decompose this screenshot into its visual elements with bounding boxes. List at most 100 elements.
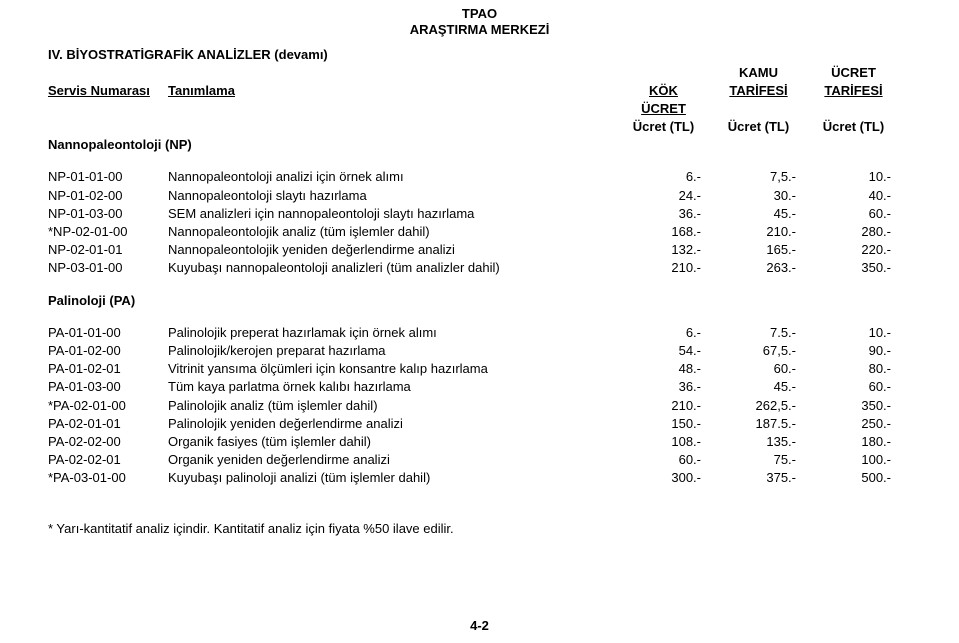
col-head-unit-1: Ücret (TL) bbox=[626, 118, 721, 136]
cell-public-tariff: 67,5.- bbox=[721, 342, 816, 360]
table-row: NP-01-03-00SEM analizleri için nannopale… bbox=[48, 205, 911, 223]
cell-desc: Vitrinit yansıma ölçümleri için konsantr… bbox=[168, 360, 626, 378]
cell-code: PA-02-02-00 bbox=[48, 433, 168, 451]
cell-desc: Palinolojik analiz (tüm işlemler dahil) bbox=[168, 397, 626, 415]
group-title: Palinoloji (PA) bbox=[48, 278, 135, 324]
cell-price-tariff: 80.- bbox=[816, 360, 911, 378]
table-row: PA-02-02-00Organik fasiyes (tüm işlemler… bbox=[48, 433, 911, 451]
cell-price-tariff: 350.- bbox=[816, 259, 911, 277]
cell-price-tariff: 10.- bbox=[816, 324, 911, 342]
cell-root-price: 36.- bbox=[626, 205, 721, 223]
company-subtitle: ARAŞTIRMA MERKEZİ bbox=[48, 22, 911, 38]
cell-public-tariff: 45.- bbox=[721, 205, 816, 223]
cell-price-tariff: 250.- bbox=[816, 415, 911, 433]
col-head-unit-2: Ücret (TL) bbox=[721, 118, 816, 136]
cell-code: PA-01-02-00 bbox=[48, 342, 168, 360]
column-header-row-3: Ücret (TL) Ücret (TL) Ücret (TL) bbox=[48, 118, 911, 136]
col-head-service: Servis Numarası bbox=[48, 82, 168, 118]
table-body: Nannopaleontoloji (NP)NP-01-01-00Nannopa… bbox=[48, 136, 911, 487]
table-row: NP-03-01-00Kuyubaşı nannopaleontoloji an… bbox=[48, 259, 911, 277]
cell-public-tariff: 262,5.- bbox=[721, 397, 816, 415]
cell-code: PA-02-01-01 bbox=[48, 415, 168, 433]
cell-public-tariff: 30.- bbox=[721, 187, 816, 205]
cell-desc: Palinolojik preperat hazırlamak için örn… bbox=[168, 324, 626, 342]
cell-code: NP-03-01-00 bbox=[48, 259, 168, 277]
cell-public-tariff: 263.- bbox=[721, 259, 816, 277]
cell-root-price: 48.- bbox=[626, 360, 721, 378]
cell-price-tariff: 60.- bbox=[816, 205, 911, 223]
cell-price-tariff: 60.- bbox=[816, 378, 911, 396]
cell-public-tariff: 7,5.- bbox=[721, 168, 816, 186]
cell-desc: SEM analizleri için nannopaleontoloji sl… bbox=[168, 205, 626, 223]
cell-root-price: 54.- bbox=[626, 342, 721, 360]
col-head-public-bottom: TARİFESİ bbox=[721, 82, 816, 118]
cell-code: PA-02-02-01 bbox=[48, 451, 168, 469]
cell-root-price: 300.- bbox=[626, 469, 721, 487]
footnote: * Yarı-kantitatif analiz içindir. Kantit… bbox=[48, 521, 911, 536]
cell-root-price: 210.- bbox=[626, 397, 721, 415]
section-heading: IV. BİYOSTRATİGRAFİK ANALİZLER (devamı) bbox=[48, 47, 911, 62]
col-head-root-top bbox=[626, 64, 721, 82]
cell-code: PA-01-01-00 bbox=[48, 324, 168, 342]
page-number: 4-2 bbox=[0, 618, 959, 633]
cell-price-tariff: 40.- bbox=[816, 187, 911, 205]
table-row: *NP-02-01-00Nannopaleontolojik analiz (t… bbox=[48, 223, 911, 241]
column-header-row-1: KAMU ÜCRET bbox=[48, 64, 911, 82]
cell-public-tariff: 210.- bbox=[721, 223, 816, 241]
cell-desc: Kuyubaşı nannopaleontoloji analizleri (t… bbox=[168, 259, 626, 277]
cell-desc: Kuyubaşı palinoloji analizi (tüm işlemle… bbox=[168, 469, 626, 487]
cell-root-price: 132.- bbox=[626, 241, 721, 259]
cell-public-tariff: 7.5.- bbox=[721, 324, 816, 342]
table-row: *PA-02-01-00Palinolojik analiz (tüm işle… bbox=[48, 397, 911, 415]
col-head-definition: Tanımlama bbox=[168, 82, 245, 118]
cell-root-price: 108.- bbox=[626, 433, 721, 451]
cell-root-price: 6.- bbox=[626, 324, 721, 342]
cell-code: PA-01-03-00 bbox=[48, 378, 168, 396]
table-row: PA-02-02-01Organik yeniden değerlendirme… bbox=[48, 451, 911, 469]
col-head-price-top: ÜCRET bbox=[816, 64, 911, 82]
col-head-price-bottom: TARİFESİ bbox=[816, 82, 911, 118]
table-row: NP-01-02-00Nannopaleontoloji slaytı hazı… bbox=[48, 187, 911, 205]
cell-root-price: 210.- bbox=[626, 259, 721, 277]
cell-public-tariff: 135.- bbox=[721, 433, 816, 451]
cell-code: *PA-03-01-00 bbox=[48, 469, 168, 487]
cell-root-price: 6.- bbox=[626, 168, 721, 186]
cell-root-price: 168.- bbox=[626, 223, 721, 241]
cell-code: NP-01-02-00 bbox=[48, 187, 168, 205]
table-row: PA-01-02-00Palinolojik/kerojen preparat … bbox=[48, 342, 911, 360]
page-container: TPAO ARAŞTIRMA MERKEZİ IV. BİYOSTRATİGRA… bbox=[0, 0, 959, 643]
table-row: *PA-03-01-00Kuyubaşı palinoloji analizi … bbox=[48, 469, 911, 487]
cell-desc: Organik fasiyes (tüm işlemler dahil) bbox=[168, 433, 626, 451]
cell-desc: Nannopaleontoloji slaytı hazırlama bbox=[168, 187, 626, 205]
cell-root-price: 60.- bbox=[626, 451, 721, 469]
cell-root-price: 24.- bbox=[626, 187, 721, 205]
cell-desc: Organik yeniden değerlendirme analizi bbox=[168, 451, 626, 469]
col-head-root: KÖK ÜCRET bbox=[626, 82, 721, 118]
table-row: NP-02-01-01Nannopaleontolojik yeniden de… bbox=[48, 241, 911, 259]
cell-desc: Nannopaleontoloji analizi için örnek alı… bbox=[168, 168, 626, 186]
table-row: PA-01-01-00Palinolojik preperat hazırlam… bbox=[48, 324, 911, 342]
cell-price-tariff: 500.- bbox=[816, 469, 911, 487]
cell-public-tariff: 45.- bbox=[721, 378, 816, 396]
cell-root-price: 36.- bbox=[626, 378, 721, 396]
cell-code: NP-02-01-01 bbox=[48, 241, 168, 259]
table-row: PA-02-01-01Palinolojik yeniden değerlend… bbox=[48, 415, 911, 433]
cell-desc: Tüm kaya parlatma örnek kalıbı hazırlama bbox=[168, 378, 626, 396]
cell-price-tariff: 90.- bbox=[816, 342, 911, 360]
cell-price-tariff: 180.- bbox=[816, 433, 911, 451]
column-header-row-2: Servis Numarası Tanımlama KÖK ÜCRET TARİ… bbox=[48, 82, 911, 118]
cell-price-tariff: 220.- bbox=[816, 241, 911, 259]
cell-price-tariff: 10.- bbox=[816, 168, 911, 186]
cell-price-tariff: 280.- bbox=[816, 223, 911, 241]
cell-code: NP-01-01-00 bbox=[48, 168, 168, 186]
group-title-row: Nannopaleontoloji (NP) bbox=[48, 136, 911, 168]
cell-code: *PA-02-01-00 bbox=[48, 397, 168, 415]
col-head-public-top: KAMU bbox=[721, 64, 816, 82]
cell-desc: Palinolojik/kerojen preparat hazırlama bbox=[168, 342, 626, 360]
cell-public-tariff: 375.- bbox=[721, 469, 816, 487]
group-title-row: Palinoloji (PA) bbox=[48, 278, 911, 324]
cell-desc: Palinolojik yeniden değerlendirme analiz… bbox=[168, 415, 626, 433]
col-head-unit-3: Ücret (TL) bbox=[816, 118, 911, 136]
cell-public-tariff: 187.5.- bbox=[721, 415, 816, 433]
table-row: PA-01-03-00Tüm kaya parlatma örnek kalıb… bbox=[48, 378, 911, 396]
